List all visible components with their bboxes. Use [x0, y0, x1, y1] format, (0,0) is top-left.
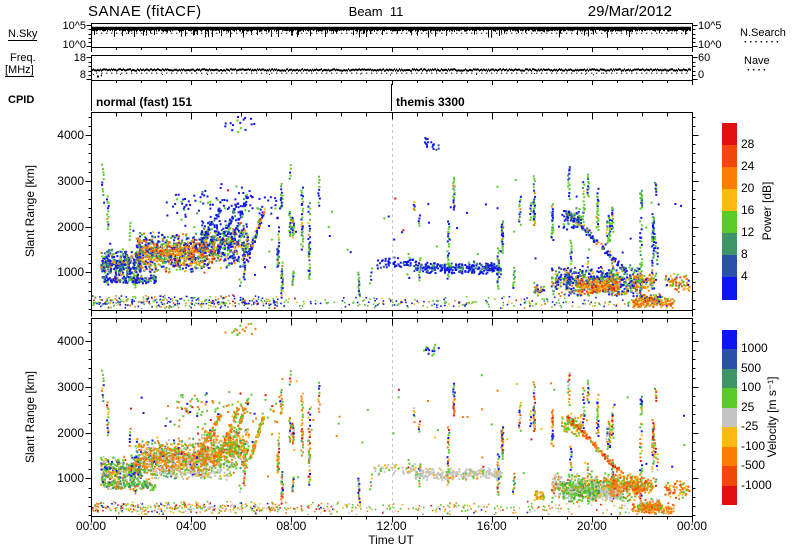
power-y-axis-title: Slant Range [km] [23, 164, 37, 258]
nave-dotted-legend: ···· [747, 65, 769, 76]
nsky-bottom-tick: 10^0 [62, 39, 86, 51]
velocity-colorbar-tick-label: 500 [741, 360, 762, 375]
cpid-divider-themis [391, 84, 392, 111]
power-y-tick-label: 3000 [57, 173, 84, 188]
cpid-divider-left [91, 84, 92, 111]
velocity-y-tick-label: 2000 [57, 425, 84, 440]
power-colorbar-tick-label: 4 [741, 269, 748, 283]
power-colorbar-segment [722, 233, 737, 256]
velocity-colorbar-tick-label: -1000 [741, 477, 772, 492]
power-rti-panel [83, 111, 700, 319]
power-colorbar-tick-label: 20 [741, 181, 755, 195]
velocity-colorbar-tick-label: -25 [741, 419, 759, 434]
velocity-colorbar-segment [722, 349, 737, 370]
power-colorbar-tick-label: 8 [741, 247, 748, 261]
velocity-colorbar-segment [722, 485, 737, 506]
velocity-rti-panel [83, 317, 700, 525]
nave-bottom-tick: 0 [698, 69, 705, 81]
velocity-colorbar-segment [722, 407, 737, 428]
nsearch-label: N.Search [740, 27, 786, 39]
velocity-colorbar-segment [722, 466, 737, 487]
power-colorbar-tick-label: 24 [741, 159, 755, 173]
x-tick-label: 00:00 [676, 519, 708, 533]
freq-label-line2: [MHz] [5, 64, 34, 77]
x-tick-label: 04:00 [176, 519, 207, 533]
date-label: 29/Mar/2012 [587, 3, 672, 20]
velocity-colorbar-tick-label: 100 [741, 380, 762, 395]
velocity-colorbar-segment [722, 427, 737, 448]
cpid-mode-normal: normal (fast) 151 [96, 95, 193, 109]
freq-bottom-tick: 8 [48, 69, 86, 81]
velocity-colorbar-segment [722, 388, 737, 409]
power-colorbar-tick-label: 28 [741, 137, 755, 151]
nsearch-dotted-legend: ······· [744, 37, 782, 48]
nave-label: Nave [744, 55, 770, 67]
x-tick-label: 08:00 [276, 519, 307, 533]
velocity-y-axis-title: Slant Range [km] [23, 370, 37, 464]
x-tick-label: 00:00 [75, 519, 107, 533]
station-title: SANAE (fitACF) [88, 3, 202, 20]
nsky-panel [83, 22, 700, 52]
power-colorbar-segment [722, 189, 737, 212]
x-tick-label: 16:00 [476, 519, 507, 533]
velocity-colorbar-title: Velocity [m s⁻¹] [765, 376, 779, 458]
power-colorbar-segment [722, 145, 737, 168]
nsearch-top-tick: 10^5 [698, 20, 722, 32]
power-colorbar-segment [722, 211, 737, 234]
velocity-colorbar-tick-label: -100 [741, 438, 766, 453]
nsky-label: N.Sky [8, 28, 38, 41]
power-colorbar-tick-label: 16 [741, 203, 755, 217]
velocity-colorbar-segment [722, 330, 737, 350]
x-tick-label: 20:00 [576, 519, 607, 533]
velocity-y-tick-label: 3000 [57, 379, 84, 394]
beam-label: Beam 11 [348, 4, 404, 19]
velocity-y-tick-label: 1000 [57, 471, 84, 486]
velocity-colorbar-segment [722, 446, 737, 467]
velocity-colorbar-tick-label: 25 [741, 399, 755, 414]
nsky-top-tick: 10^5 [62, 20, 86, 32]
nsearch-bottom-tick: 10^0 [698, 39, 722, 51]
velocity-colorbar-segment [722, 368, 737, 389]
freq-panel [83, 54, 700, 85]
x-tick-label: 12:00 [376, 519, 407, 533]
power-colorbar-title: Power [dB] [760, 181, 774, 241]
power-colorbar-segment [722, 255, 737, 278]
cpid-label: CPID [8, 94, 35, 106]
power-colorbar-segment [722, 123, 737, 146]
freq-label-line1: Freq. [10, 52, 36, 64]
power-colorbar-segment [722, 277, 737, 300]
freq-top-tick: 18 [73, 52, 86, 64]
power-y-tick-label: 2000 [57, 219, 84, 234]
velocity-y-tick-label: 4000 [57, 333, 84, 348]
power-colorbar-tick-label: 12 [741, 225, 755, 239]
velocity-colorbar-tick-label: -500 [741, 458, 766, 473]
power-colorbar-segment [722, 167, 737, 190]
power-y-tick-label: 4000 [57, 127, 84, 142]
nave-top-tick: 60 [698, 52, 711, 64]
power-y-tick-label: 1000 [57, 265, 84, 280]
cpid-mode-themis: themis 3300 [396, 95, 465, 109]
velocity-colorbar-tick-label: 1000 [741, 341, 768, 356]
x-axis-title: Time UT [368, 533, 414, 547]
